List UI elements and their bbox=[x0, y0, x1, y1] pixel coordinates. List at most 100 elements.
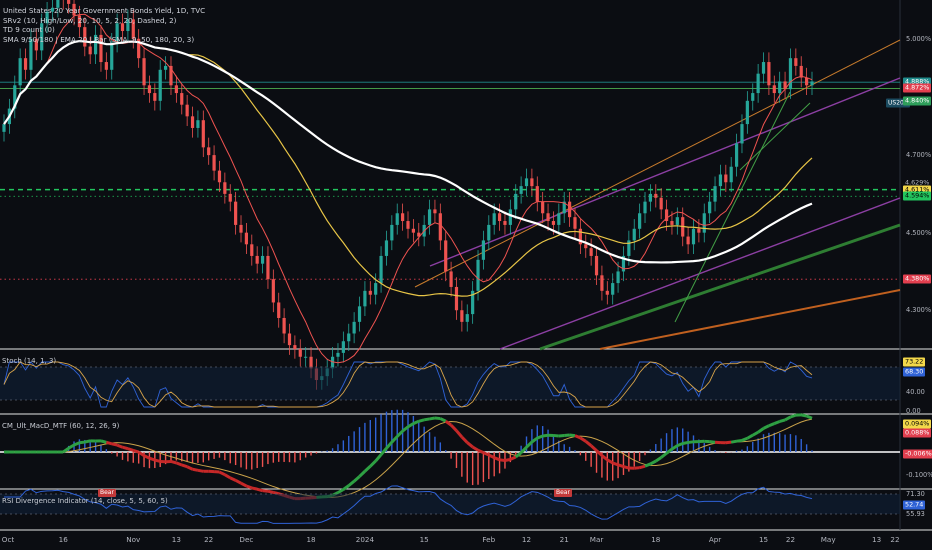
legend-line-2: TD 9 count (0) bbox=[3, 25, 55, 35]
candle-body bbox=[427, 209, 432, 225]
macd-line-segment bbox=[499, 458, 506, 463]
macd-line-segment bbox=[127, 447, 134, 452]
price-badge: 4.872% bbox=[903, 83, 932, 93]
macd-line-segment bbox=[256, 487, 263, 493]
macd-line-segment bbox=[536, 434, 544, 440]
macd-line-segment bbox=[175, 461, 183, 467]
candle-body bbox=[401, 213, 405, 222]
macd-line-segment bbox=[649, 459, 657, 466]
legend-title: United States 20 Year Government Bonds Y… bbox=[3, 6, 206, 15]
candle-body bbox=[788, 58, 793, 90]
candle-body bbox=[783, 81, 787, 90]
macd-line-segment bbox=[111, 442, 118, 447]
candle-body bbox=[745, 100, 749, 125]
time-tick: 13 bbox=[171, 535, 181, 544]
candle-body bbox=[147, 85, 152, 94]
macd-line-segment bbox=[623, 465, 630, 470]
macd-line-segment bbox=[197, 468, 204, 473]
macd-line-segment bbox=[116, 443, 124, 449]
candle-body bbox=[374, 283, 378, 295]
candle-body bbox=[772, 85, 776, 94]
trend-line-green bbox=[539, 223, 901, 351]
macd-line-segment bbox=[455, 429, 464, 438]
macd-line-segment bbox=[773, 420, 781, 425]
macd-line-segment bbox=[412, 419, 420, 425]
macd-tick: -0.100% bbox=[906, 471, 932, 479]
macd-line-segment bbox=[396, 429, 404, 438]
macd-line-segment bbox=[736, 438, 743, 443]
macd-line-segment bbox=[600, 454, 609, 461]
candle-body bbox=[481, 240, 486, 260]
macd-line-segment bbox=[154, 458, 161, 463]
candle-body bbox=[573, 217, 577, 229]
sma-180-line bbox=[3, 39, 813, 264]
candle-body bbox=[551, 221, 556, 225]
macd-line-segment bbox=[466, 441, 474, 449]
candle-body bbox=[514, 193, 518, 210]
candle-body bbox=[223, 182, 227, 194]
candle-body bbox=[347, 333, 351, 342]
rsi-label: RSI Divergence Indicator (14, close, 5, … bbox=[2, 497, 168, 505]
macd-line-segment bbox=[806, 414, 813, 420]
price-badge: 4.629% bbox=[905, 178, 930, 187]
macd-line-segment bbox=[401, 425, 409, 433]
candle-body bbox=[568, 201, 572, 218]
candle-body bbox=[471, 290, 475, 315]
trend-line-orange-top bbox=[414, 39, 901, 288]
candle-body bbox=[201, 120, 205, 148]
candle-body bbox=[691, 228, 696, 245]
legend-line-3: SMA 9/50/180 | EMA 20 | Bar (SMA, 9, 50,… bbox=[3, 34, 195, 44]
candle-body bbox=[611, 283, 615, 295]
rsi-bear-tag-2: Bear bbox=[554, 489, 572, 497]
candle-body bbox=[309, 356, 313, 369]
candle-body bbox=[535, 186, 539, 202]
time-tick: 21 bbox=[559, 535, 569, 544]
macd-line-segment bbox=[84, 439, 91, 444]
candle-body bbox=[578, 228, 582, 245]
rsi-tick-low: 55.93 bbox=[906, 510, 925, 518]
macd-line-segment bbox=[439, 417, 447, 423]
candle-body bbox=[648, 193, 652, 202]
candle-body bbox=[454, 286, 459, 311]
macd-line-segment bbox=[488, 453, 495, 459]
wedge-line-2 bbox=[739, 102, 811, 171]
candle-body bbox=[77, 15, 82, 28]
candle-body bbox=[546, 213, 550, 222]
candle-body bbox=[137, 38, 141, 59]
stoch-label: Stoch (14, 1, 3) bbox=[2, 357, 57, 365]
candle-body bbox=[497, 213, 502, 222]
candle-body bbox=[686, 236, 690, 245]
candle-body bbox=[174, 85, 178, 94]
macd-badge-3: -0.006% bbox=[903, 449, 932, 459]
macd-line-segment bbox=[423, 417, 430, 422]
channel-purple-top bbox=[429, 77, 901, 267]
candle-body bbox=[185, 104, 189, 117]
candle-body bbox=[72, 3, 76, 16]
candle-body bbox=[444, 240, 448, 272]
candle-body bbox=[23, 58, 28, 70]
stoch-badge-k: 73.22 bbox=[903, 357, 926, 367]
macd-line-segment bbox=[768, 422, 775, 428]
macd-line-segment bbox=[240, 481, 248, 488]
candle-body bbox=[761, 62, 766, 74]
time-tick: 12 bbox=[521, 535, 532, 544]
candle-body bbox=[56, 0, 60, 8]
time-tick: Mar bbox=[589, 535, 604, 544]
candle-body bbox=[438, 213, 442, 241]
candle-body bbox=[164, 65, 168, 70]
candle-body bbox=[271, 279, 275, 303]
time-tick: 18 bbox=[306, 535, 316, 544]
macd-line-segment bbox=[358, 470, 366, 478]
chart-legend: United States 20 Year Government Bonds Y… bbox=[3, 6, 205, 44]
macd-line-segment bbox=[493, 456, 501, 462]
macd-line-segment bbox=[192, 467, 199, 472]
candle-body bbox=[390, 224, 394, 241]
rsi-badge: 52.74 bbox=[903, 500, 926, 510]
macd-line-segment bbox=[429, 416, 436, 421]
candle-body bbox=[169, 65, 173, 86]
candle-body bbox=[255, 255, 259, 264]
candle-body bbox=[734, 143, 739, 167]
macd-line-segment bbox=[509, 455, 517, 461]
macd-line-segment bbox=[644, 462, 651, 468]
